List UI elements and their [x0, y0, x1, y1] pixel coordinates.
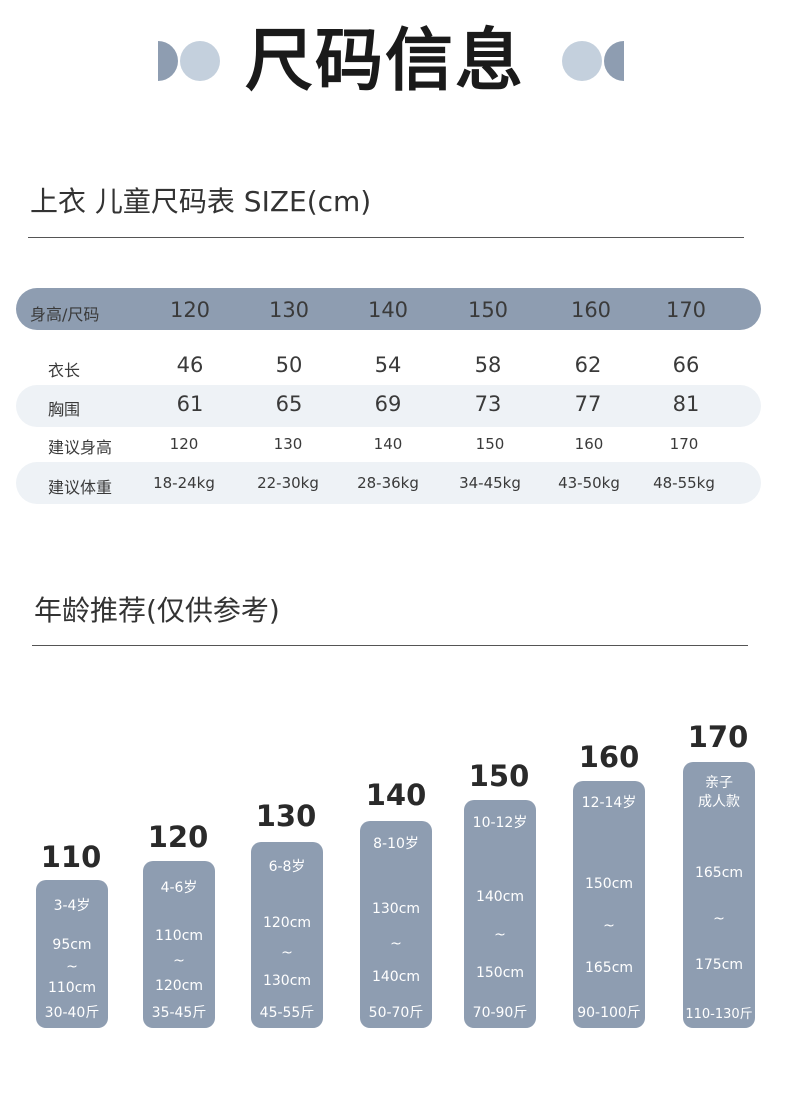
age-bar-170 — [683, 762, 755, 1028]
bar-age: 8-10岁 — [373, 836, 419, 852]
table-cell: 34-45kg — [459, 474, 521, 492]
table-cell: 54 — [374, 353, 402, 377]
bar-tilde: ~ — [603, 918, 615, 934]
bar-height-high: 175cm — [694, 957, 744, 973]
bar-weight: 110-130斤 — [685, 1007, 753, 1022]
bar-tilde: ~ — [494, 927, 506, 943]
page-title-block: 尺码信息 — [0, 22, 790, 102]
bar-weight: 30-40斤 — [44, 1005, 100, 1021]
row-label-weight: 建议体重 — [48, 478, 113, 497]
table-cell: 120 — [169, 435, 199, 453]
age-bar-110 — [36, 880, 108, 1028]
bar-weight: 45-55斤 — [259, 1005, 315, 1021]
age-bar-150 — [464, 800, 536, 1028]
size-col-header: 120 — [169, 298, 211, 322]
bar-tilde: ~ — [281, 945, 293, 961]
bar-height-high: 110cm — [47, 980, 97, 996]
table-cell: 43-50kg — [558, 474, 620, 492]
table-cell: 73 — [474, 392, 502, 416]
size-table-divider — [28, 237, 744, 238]
table-cell: 160 — [574, 435, 604, 453]
bar-height-low: 120cm — [262, 915, 312, 931]
decorative-half-dot-right — [604, 41, 624, 81]
age-bar-130 — [251, 842, 323, 1028]
bar-height-high: 165cm — [584, 960, 634, 976]
bar-age: 3-4岁 — [53, 898, 91, 914]
bar-height-high: 120cm — [154, 978, 204, 994]
bar-height-high: 140cm — [371, 969, 421, 985]
bar-size-label: 130 — [255, 799, 317, 833]
table-cell: 150 — [475, 435, 505, 453]
bar-height-low: 110cm — [154, 928, 204, 944]
decorative-half-dot-left — [158, 41, 178, 81]
bar-weight: 70-90斤 — [472, 1005, 528, 1021]
bar-weight: 35-45斤 — [151, 1005, 207, 1021]
bar-weight: 90-100斤 — [577, 1005, 641, 1021]
table-row-stripe — [16, 462, 761, 504]
bar-height-high: 150cm — [475, 965, 525, 981]
bar-height-low: 140cm — [475, 889, 525, 905]
bar-height-low: 130cm — [371, 901, 421, 917]
bar-tilde: ~ — [173, 953, 185, 969]
bar-height-low: 150cm — [584, 876, 634, 892]
page-title: 尺码信息 — [245, 22, 526, 101]
bar-age: 4-6岁 — [160, 880, 198, 896]
table-cell: 58 — [474, 353, 502, 377]
size-col-header: 160 — [570, 298, 612, 322]
bar-age: 亲子 — [705, 775, 733, 791]
age-bar-140 — [360, 821, 432, 1028]
bar-height-low: 95cm — [52, 937, 92, 953]
bar-size-label: 120 — [147, 820, 209, 854]
table-cell: 50 — [275, 353, 303, 377]
table-cell: 62 — [574, 353, 602, 377]
table-cell: 28-36kg — [357, 474, 419, 492]
bar-age: 6-8岁 — [268, 859, 306, 875]
bar-size-label: 160 — [578, 740, 640, 774]
table-cell: 18-24kg — [153, 474, 215, 492]
table-cell: 170 — [669, 435, 699, 453]
bar-size-label: 110 — [40, 840, 102, 874]
table-cell: 22-30kg — [257, 474, 319, 492]
table-cell: 81 — [672, 392, 700, 416]
bar-tilde: ~ — [66, 959, 78, 975]
bar-tilde: ~ — [390, 936, 402, 952]
bar-age: 12-14岁 — [581, 795, 637, 811]
age-bar-160 — [573, 781, 645, 1028]
header-label: 身高/尺码 — [30, 305, 100, 324]
table-cell: 48-55kg — [653, 474, 715, 492]
size-col-header: 130 — [268, 298, 310, 322]
age-section-divider — [32, 645, 748, 646]
size-col-header: 170 — [665, 298, 707, 322]
table-cell: 77 — [574, 392, 602, 416]
table-cell: 46 — [176, 353, 204, 377]
decorative-dot-left — [180, 41, 220, 81]
bar-size-label: 170 — [687, 720, 749, 754]
size-col-header: 140 — [367, 298, 409, 322]
table-cell: 65 — [275, 392, 303, 416]
size-table-heading: 上衣 儿童尺码表 SIZE(cm) — [30, 185, 372, 218]
table-cell: 140 — [373, 435, 403, 453]
bar-tilde: ~ — [713, 911, 725, 927]
bar-height-low: 165cm — [694, 865, 744, 881]
bar-size-label: 140 — [365, 778, 427, 812]
table-cell: 130 — [273, 435, 303, 453]
decorative-dot-right — [562, 41, 602, 81]
bar-size-label: 150 — [468, 759, 530, 793]
age-bar-120 — [143, 861, 215, 1028]
row-label-chest: 胸围 — [48, 400, 81, 419]
bar-height-high: 130cm — [262, 973, 312, 989]
table-cell: 66 — [672, 353, 700, 377]
size-col-header: 150 — [467, 298, 509, 322]
bar-age-line2: 成人款 — [698, 794, 740, 810]
size-table-header-row — [16, 288, 761, 330]
age-section-heading: 年龄推荐(仅供参考) — [34, 594, 280, 627]
table-cell: 61 — [176, 392, 204, 416]
bar-age: 10-12岁 — [472, 815, 528, 831]
bar-weight: 50-70斤 — [368, 1005, 424, 1021]
row-label-length: 衣长 — [48, 361, 81, 380]
row-label-height: 建议身高 — [48, 438, 113, 457]
table-cell: 69 — [374, 392, 402, 416]
table-row-stripe — [16, 385, 761, 427]
